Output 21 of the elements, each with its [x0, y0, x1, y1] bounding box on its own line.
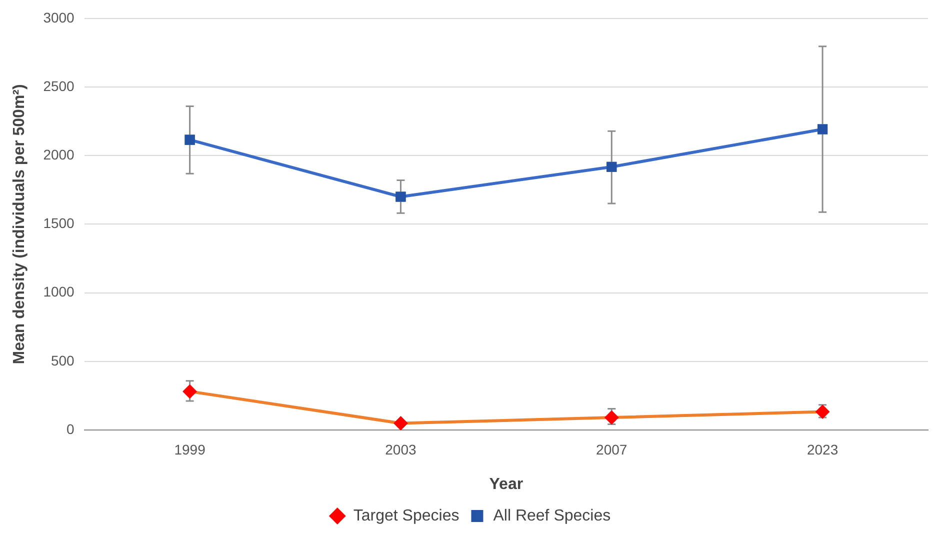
y-tick-label: 3000	[43, 9, 75, 26]
y-tick-label: 1000	[43, 284, 75, 300]
point	[396, 192, 406, 202]
x-tick-label: 2007	[596, 441, 628, 458]
x-axis-title: Year	[489, 476, 524, 493]
legend-label: Target Species	[353, 507, 460, 524]
point	[183, 384, 196, 398]
point	[818, 124, 828, 134]
y-tick-label: 1500	[43, 215, 75, 232]
x-tick-label: 2003	[385, 441, 416, 458]
x-tick-label: 1999	[174, 441, 206, 458]
y-tick-label: 2000	[43, 146, 75, 162]
point	[605, 411, 618, 424]
y-tick-label: 2500	[43, 78, 75, 94]
y-axis-title: Mean density (individuals per 500m²)	[11, 84, 28, 364]
y-tick-label: 0	[66, 420, 75, 437]
x-tick-label: 2023	[806, 441, 838, 458]
point	[606, 162, 617, 172]
legend-label: All Reef Species	[493, 507, 611, 524]
y-tick-label: 500	[50, 352, 75, 368]
point	[184, 134, 195, 145]
